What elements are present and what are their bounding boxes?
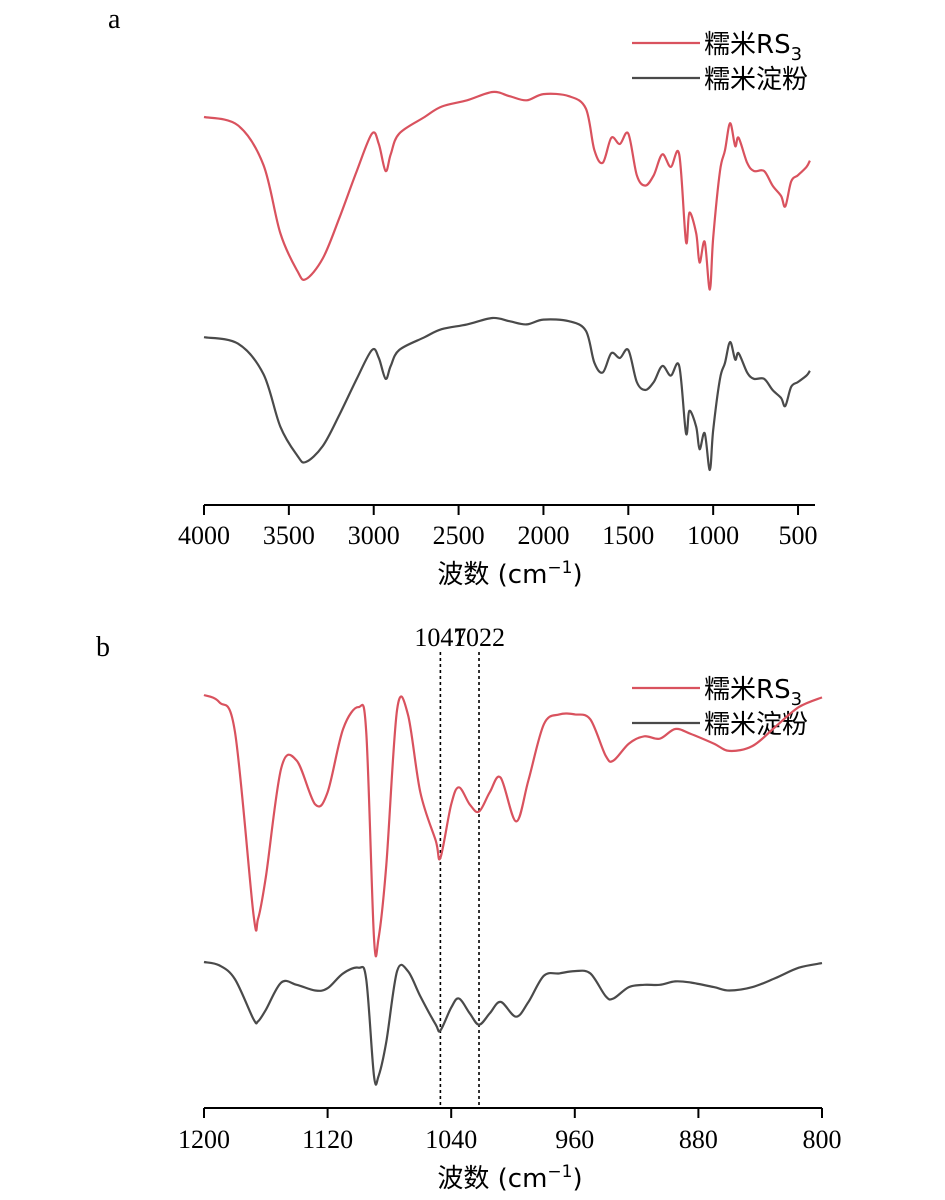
panel-a-legend-label-starch: 糯米淀粉: [704, 65, 808, 95]
panel-b-legend: 糯米RS3 糯米淀粉: [632, 675, 808, 740]
panel-b-legend-label-rs3: 糯米RS3: [704, 675, 802, 710]
panel-a-x-tick-label-2500: 2500: [433, 521, 485, 550]
panel-b-x-tick-label-1200: 1200: [178, 1125, 230, 1154]
panel-a-legend: 糯米RS3 糯米淀粉: [632, 30, 808, 95]
panel-a-x-tick-label-2000: 2000: [517, 521, 569, 550]
panel-a-letter: a: [108, 4, 121, 35]
panel-b-legend-label-starch: 糯米淀粉: [704, 710, 808, 740]
panel-a-x-tick-label-1500: 1500: [602, 521, 654, 550]
panel-a-x-tick-label-4000: 4000: [178, 521, 230, 550]
panel-a-x-ticks: 4000 3500 3000 2500 2000 1500 1000 500: [178, 505, 818, 550]
panel-b-reference-label-1047: 1047: [414, 623, 466, 652]
panel-a-legend-label-rs3: 糯米RS3: [704, 30, 802, 65]
panel-a: a 糯米RS3 糯米淀粉 4000 3500 3000 2500 2000 1500 100…: [108, 4, 818, 590]
panel-b-reference-label-1022: 1022: [453, 623, 505, 652]
panel-b-x-tick-label-880: 880: [679, 1125, 718, 1154]
panel-b-x-tick-label-800: 800: [803, 1125, 842, 1154]
panel-a-series-starch-line: [203, 316, 811, 472]
panel-a-x-tick-label-3000: 3000: [348, 521, 400, 550]
panel-a-x-axis-title: 波数 (cm−1): [437, 558, 582, 590]
panel-a-x-tick-label-500: 500: [779, 521, 818, 550]
panel-b-x-tick-label-960: 960: [555, 1125, 594, 1154]
panel-b-x-ticks: 1200 1120 1040 960 880 800: [178, 1108, 842, 1154]
panel-b-x-axis-title: 波数 (cm−1): [437, 1162, 582, 1194]
panel-b-x-tick-label-1040: 1040: [425, 1125, 477, 1154]
panel-a-x-tick-label-3500: 3500: [263, 521, 315, 550]
panel-b-series-starch-line: [203, 960, 823, 1086]
panel-b-series-rs3-line: [203, 693, 823, 958]
panel-a-x-tick-label-1000: 1000: [687, 521, 739, 550]
panel-a-series-rs3-line: [203, 90, 811, 291]
panel-b-letter: b: [96, 632, 110, 663]
panel-b-x-tick-label-1120: 1120: [302, 1125, 353, 1154]
